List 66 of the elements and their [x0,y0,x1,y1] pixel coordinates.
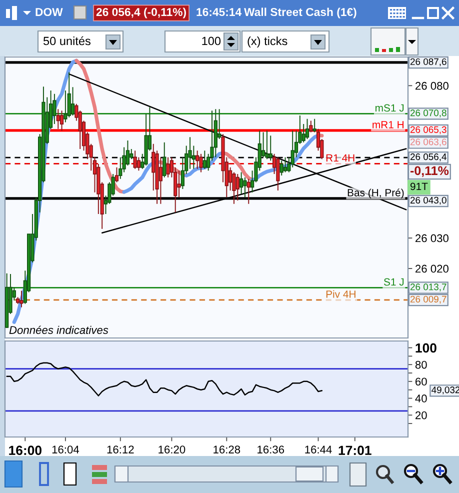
x-tick-label: 16:28 [214,446,240,454]
text: 26 056,4 (-0,11%) [96,8,186,18]
y-tick-label: 100 [416,343,436,353]
candlestick [236,174,240,202]
candlestick [20,290,24,308]
candlestick [60,110,64,132]
text: Wall Street Cash (1€) [244,8,356,18]
candlestick [5,272,9,328]
candlestick [114,166,119,183]
text: (x) ticks [248,36,288,48]
x-tick-label: 16:04 [52,446,80,454]
x-tick-label: 17:01 [338,446,372,456]
ref-line-label: Bas (H, Pré) [348,188,404,198]
line-series [74,58,126,194]
candlestick [290,130,294,168]
x-tick-label: 16:00 [9,446,42,456]
ref-line-label: mR1 H [372,121,404,128]
candlestick [265,130,269,160]
candlestick [162,142,166,178]
text: 26 009,7 [410,296,446,304]
candlestick [56,108,60,130]
candlestick [133,150,137,170]
candlestick [240,172,244,194]
text: 26 070,8 [410,110,446,118]
y-tick-label: 26 020 [416,264,448,273]
text: 26 056,4 [410,153,446,162]
x-tick-label: 16:44 [305,446,332,454]
y-tick-label: 80 [415,360,427,369]
candlestick [246,178,250,204]
y-tick-label: 26 030 [416,234,448,242]
chart-title: DOW [36,8,63,16]
y-tick-label: 20 [416,411,427,420]
text: 26 065,3 [410,126,446,134]
line-series [6,362,323,396]
text: 91T [410,182,428,190]
ref-line-label: S1 J [384,278,404,286]
y-tick-label: 40 [415,394,427,402]
y-tick-label: 60 [416,378,427,386]
candlestick [166,156,170,178]
x-tick-label: 16:12 [107,446,134,454]
text: 100 [202,36,221,46]
candlestick [305,118,310,140]
text: 26 043,0 [410,196,446,205]
text: 26 063,6 [410,138,446,146]
candlestick [312,118,316,133]
candlestick [268,135,272,162]
text: 26 013,7 [410,284,446,292]
candlestick [283,156,288,173]
candlestick [232,172,236,204]
candlestick [276,156,280,191]
text: -0,11% [410,166,449,177]
candlestick [280,160,284,176]
ref-line-label: mS1 J [376,104,404,112]
text: 26 087,6 [410,58,446,66]
ref-line-label: R1 4H [326,154,354,162]
candlestick [199,153,203,173]
candlestick [202,150,206,170]
y-tick-label: 26 080 [416,82,448,90]
ref-line-label: Piv 4H [326,290,356,298]
annotation: Données indicatives [9,326,108,334]
x-tick-label: 16:20 [158,446,186,454]
x-tick-label: 16:36 [258,446,284,454]
candlestick [309,120,313,133]
text: 16:45:14 [196,8,242,16]
text: 50 unités [43,36,90,46]
candlestick [196,150,200,170]
